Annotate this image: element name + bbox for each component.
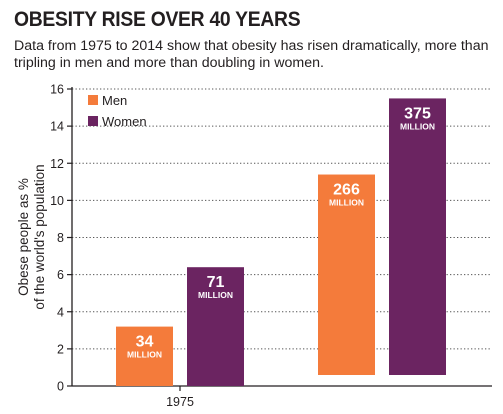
bar-value-unit: MILLION — [127, 350, 162, 360]
chart-subtitle: Data from 1975 to 2014 show that obesity… — [14, 38, 489, 71]
legend-swatch-women — [88, 116, 98, 126]
legend-swatch-men — [88, 95, 98, 105]
bar-men-1975 — [116, 326, 173, 386]
y-tick-label: 16 — [50, 83, 64, 97]
bar-value-unit: MILLION — [329, 198, 364, 208]
x-tick-label: 1975 — [166, 395, 194, 409]
y-tick-label: 0 — [57, 380, 64, 394]
bars — [116, 98, 446, 386]
y-tick-label: 14 — [50, 120, 64, 134]
legend-label-women: Women — [102, 114, 147, 129]
y-tick-label: 8 — [57, 231, 64, 245]
bar-value-label: 375 — [404, 105, 431, 122]
y-tick-label: 2 — [57, 342, 64, 356]
y-tick-label: 6 — [57, 268, 64, 282]
legend: Men Women — [88, 93, 147, 129]
bar-value-label: 71 — [207, 274, 225, 291]
bar-value-label: 266 — [333, 182, 360, 199]
y-tick-label: 4 — [57, 305, 64, 319]
bar-women-1975 — [187, 267, 244, 386]
y-axis-label-line-2: of the world's population — [32, 164, 47, 309]
bar-value-unit: MILLION — [400, 121, 435, 131]
chart-title: OBESITY RISE OVER 40 YEARS — [14, 8, 301, 31]
bar-women-group-2 — [389, 98, 446, 375]
bar-men-group-2 — [318, 174, 375, 375]
y-tick-label: 12 — [50, 157, 64, 171]
legend-label-men: Men — [102, 93, 127, 108]
bar-value-unit: MILLION — [198, 290, 233, 300]
y-tick-label: 10 — [50, 194, 64, 208]
y-axis-label-line-1: Obese people as % — [16, 178, 31, 296]
axes: 0 2 4 6 8 10 12 14 16 1975 — [50, 83, 492, 409]
bar-value-label: 34 — [136, 334, 154, 351]
